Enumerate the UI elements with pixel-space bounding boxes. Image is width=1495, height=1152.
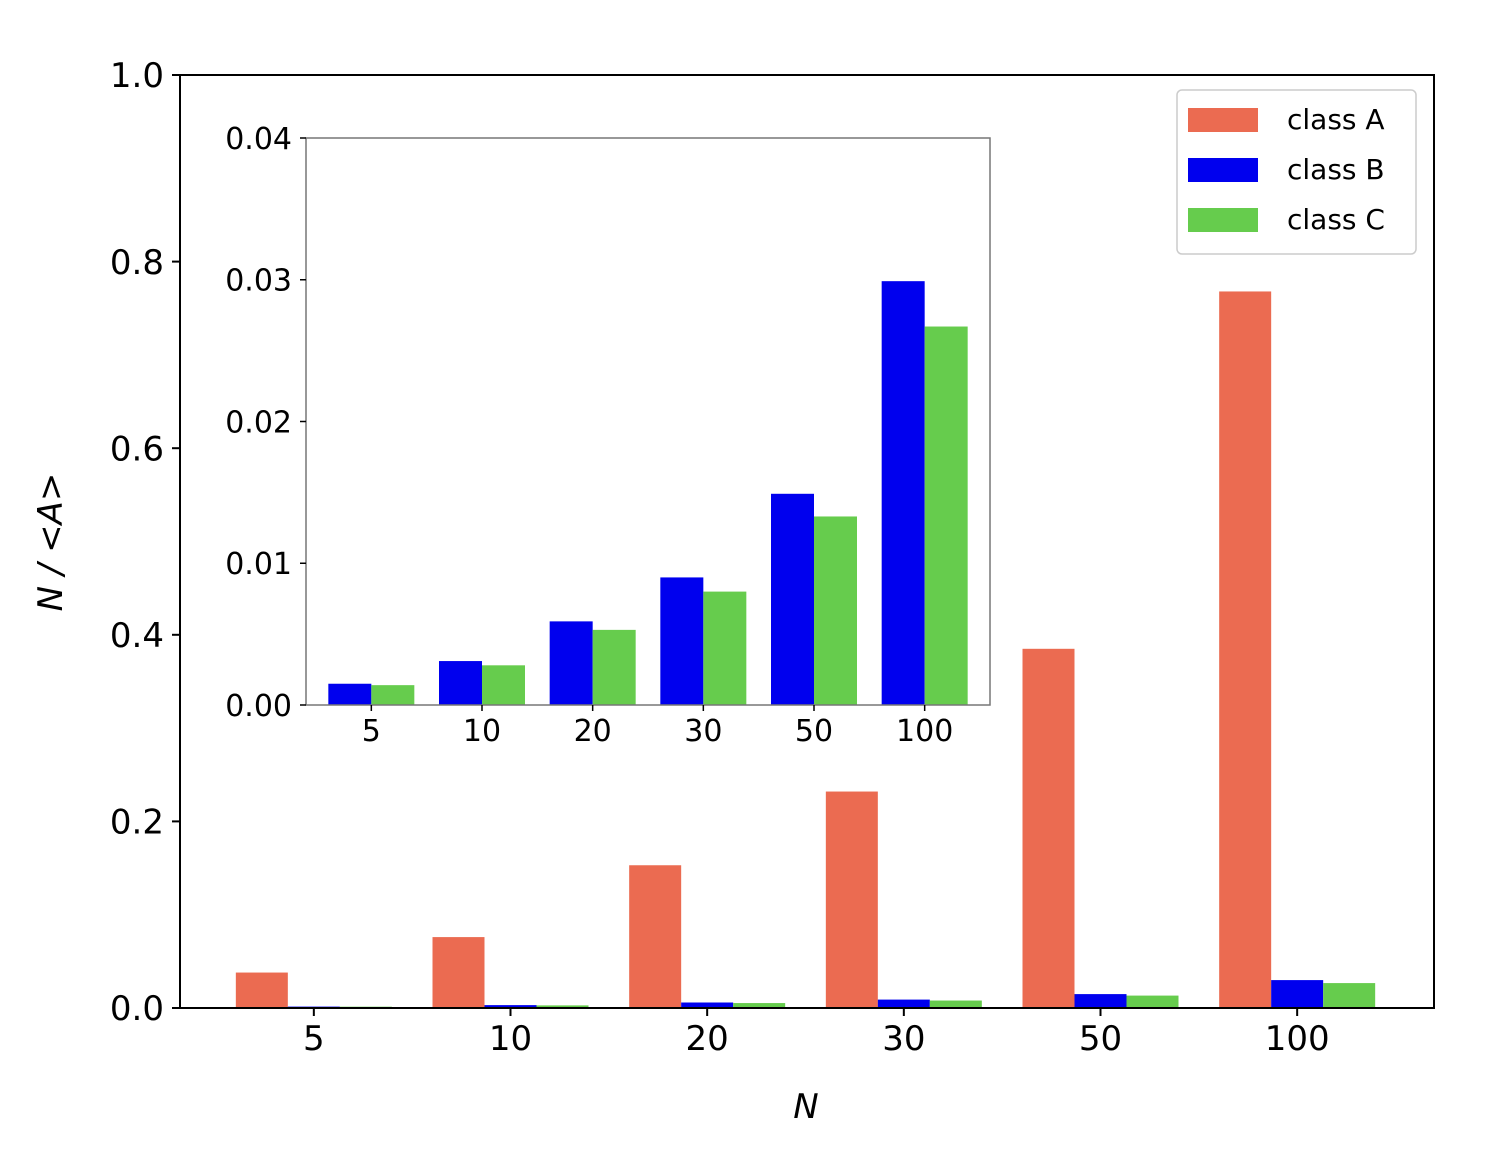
legend-swatch-0 (1188, 108, 1258, 132)
inset-ytick-label: 0.01 (225, 547, 292, 582)
main-xtick-label: 20 (686, 1019, 729, 1059)
main-xtick-label: 50 (1079, 1019, 1122, 1059)
inset-bar-1-100 (924, 326, 968, 705)
inset-bar-0-100 (881, 281, 925, 705)
main-ytick-label: 0.2 (110, 803, 164, 843)
legend: class A class B class C (1176, 89, 1417, 255)
inset-bar-0-50 (771, 493, 814, 705)
main-bar-1-100 (1271, 980, 1324, 1008)
main-xtick-label: 10 (489, 1019, 532, 1059)
main-xtick-label: 100 (1265, 1019, 1330, 1059)
main-bar-2-100 (1323, 983, 1376, 1008)
inset-ytick-label: 0.03 (225, 264, 292, 299)
inset-bar-1-5 (371, 685, 415, 705)
inset-ytick-label: 0.00 (225, 689, 292, 724)
inset-xtick-label: 20 (574, 714, 612, 749)
main-bar-1-50 (1074, 994, 1127, 1008)
main-bar-0-20 (629, 865, 682, 1008)
inset-ytick-label: 0.04 (225, 122, 292, 157)
main-bar-2-20 (733, 1003, 786, 1008)
inset-xtick-label: 10 (463, 714, 501, 749)
inset-bar-0-20 (549, 621, 593, 705)
inset-bar-0-10 (439, 661, 482, 705)
inset-xtick-label: 30 (684, 714, 722, 749)
main-ytick-label: 0.8 (110, 243, 164, 283)
inset-bar-0-30 (660, 577, 704, 705)
inset-bar-1-20 (592, 629, 636, 705)
main-bar-1-30 (877, 999, 930, 1008)
main-bar-2-30 (929, 1000, 982, 1008)
main-bar-0-30 (825, 791, 878, 1008)
legend-swatch-1 (1188, 158, 1258, 182)
main-ytick-label: 0.4 (110, 616, 164, 656)
main-xtick-label: 30 (882, 1019, 925, 1059)
main-bar-0-10 (432, 937, 485, 1008)
legend-label-1: class B (1287, 153, 1385, 186)
inset-bar-0-5 (328, 683, 372, 705)
inset-bar-1-10 (482, 665, 525, 705)
main-bar-1-10 (484, 1005, 537, 1008)
legend-label-2: class C (1287, 203, 1385, 236)
legend-label-0: class A (1287, 103, 1385, 136)
inset-axes: 0.00 0.01 0.02 0.03 0.04 5 10 20 30 50 100 (225, 122, 991, 749)
inset-ytick-label: 0.02 (225, 405, 292, 440)
main-ytick-label: 0.6 (110, 429, 164, 469)
main-frame (179, 74, 1435, 1009)
main-bar-0-5 (235, 972, 288, 1008)
y-axis-label: N / <A> (31, 473, 71, 612)
inset-bar-1-30 (703, 591, 747, 705)
main-bar-1-20 (681, 1002, 734, 1008)
main-xtick-label: 5 (303, 1019, 325, 1059)
inset-xtick-label: 50 (795, 714, 833, 749)
inset-bar-1-50 (814, 516, 857, 705)
inset-xtick-label: 100 (896, 714, 953, 749)
main-ytick-label: 1.0 (110, 56, 164, 96)
main-bar-0-100 (1219, 291, 1272, 1009)
inset-xtick-label: 5 (362, 714, 381, 749)
main-ytick-label: 0.0 (110, 989, 164, 1029)
x-axis-label: N (793, 1087, 818, 1127)
main-bar-2-50 (1126, 995, 1179, 1008)
main-axes: 0.0 0.2 0.4 0.6 0.8 1.0 5 10 20 30 50 100 (110, 56, 1435, 1059)
legend-swatch-2 (1188, 208, 1258, 232)
main-bar-2-10 (536, 1005, 589, 1008)
main-bar-0-50 (1022, 648, 1075, 1008)
